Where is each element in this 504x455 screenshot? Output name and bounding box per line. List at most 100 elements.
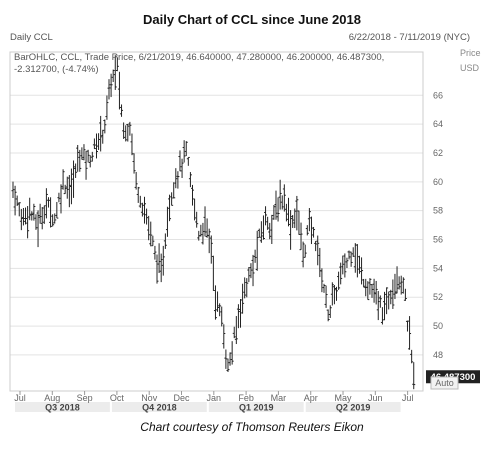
ohlc-bar [293, 208, 297, 229]
ohlc-bar [99, 115, 103, 152]
ohlc-bar [163, 233, 167, 249]
date-range: 6/22/2018 - 7/11/2019 (NYC) [349, 32, 470, 43]
ohlc-bar [309, 216, 313, 245]
ohlc-bar [343, 253, 347, 278]
ohlc-bar [159, 253, 163, 283]
ohlc-bar [92, 138, 96, 150]
ohlc-bar [149, 221, 153, 247]
auto-button[interactable] [430, 376, 459, 390]
ohlc-bar [109, 73, 113, 98]
ohlc-bar [80, 147, 84, 160]
ohlc-bar [145, 208, 149, 225]
ohlc-bar [28, 197, 32, 221]
ohlc-bar [345, 257, 349, 269]
ohlc-bar [397, 276, 401, 290]
ohlc-bar [128, 121, 132, 136]
ohlc-bar [61, 169, 65, 190]
ohlc-bar [174, 168, 178, 189]
ohlc-bar [291, 215, 295, 228]
ohlc-bar [395, 266, 399, 294]
ohlc-bar [57, 192, 61, 203]
ohlc-bar [76, 144, 80, 172]
ohlc-bar [44, 188, 48, 219]
ohlc-bar [124, 125, 128, 142]
ohlc-bar [115, 57, 119, 72]
ohlc-bar [172, 182, 176, 199]
ohlc-bar [21, 207, 25, 226]
ohlc-bar [184, 141, 188, 157]
ohlc-bar [53, 213, 57, 224]
ohlc-bar [201, 222, 205, 245]
ohlc-bar [328, 305, 332, 318]
ohlc-bar [282, 184, 286, 212]
x-tick-label: Apr [304, 393, 318, 403]
price-bars [11, 55, 416, 390]
ohlc-bar [234, 316, 238, 345]
x-tick-label: Dec [174, 393, 191, 403]
plot-frame [9, 51, 424, 392]
ohlc-bar [278, 179, 282, 210]
ohlc-bar [305, 225, 309, 236]
ohlc-bar [86, 149, 90, 163]
ohlc-bar [276, 197, 280, 222]
ohlc-bar [220, 306, 224, 327]
ohlc-bar [84, 150, 88, 180]
ohlc-bar [182, 140, 186, 163]
y-tick-label: 54 [433, 263, 443, 273]
ohlc-bar [362, 278, 366, 288]
ohlc-bar [207, 228, 211, 254]
ohlc-bar [391, 279, 395, 309]
y-axis: 48 50 52 54 56 58 60 62 64 66 [433, 90, 443, 360]
ohlc-bar [42, 205, 46, 224]
ohlc-bar [280, 195, 284, 210]
ohlc-bar [403, 288, 407, 301]
ohlc-bar [107, 79, 111, 100]
ohlc-bar [170, 192, 174, 206]
ohlc-bar [155, 254, 159, 284]
ohlc-bar [239, 299, 243, 328]
x-tick-label: Mar [271, 393, 287, 403]
x-axis: Jul Aug Sep Oct Nov Dec Jan Feb Mar Apr May Jun Jul [14, 391, 413, 403]
ohlc-bar [387, 291, 391, 310]
ohlc-bar [266, 216, 270, 230]
grid-lines [10, 94, 423, 356]
ohlc-bar [176, 171, 180, 189]
ohlc-bar [132, 153, 136, 174]
ohlc-bar [255, 230, 259, 271]
ohlc-bar [372, 278, 376, 303]
quarter-label: Q3 2018 [45, 403, 80, 413]
ohlc-bar [211, 255, 215, 292]
ohlc-bar [105, 95, 109, 120]
x-tick-label: Sep [77, 393, 93, 403]
ohlc-bar [230, 341, 234, 365]
ohlc-bar [17, 202, 21, 217]
ohlc-bar [103, 119, 107, 134]
ohlc-bar [320, 268, 324, 293]
ohlc-bar [261, 215, 265, 240]
ohlc-bar [72, 160, 76, 198]
ohlc-bar [274, 190, 278, 220]
ohlc-bar [94, 133, 98, 159]
y-tick-label: 48 [433, 350, 443, 360]
ohlc-bar [224, 349, 228, 369]
ohlc-bar [120, 104, 124, 117]
y-tick-label: 62 [433, 148, 443, 158]
ohlc-bar [13, 185, 17, 216]
ohlc-bar [15, 195, 19, 206]
ohlc-bar [213, 285, 217, 320]
y-tick-label: 64 [433, 119, 443, 129]
x-tick-label: Aug [44, 393, 60, 403]
ohlc-bar [218, 303, 222, 317]
ohlc-bar [322, 283, 326, 293]
ohlc-bar [24, 207, 28, 225]
ohlc-bar [142, 196, 146, 224]
ohlc-bar [355, 244, 359, 278]
y-tick-label: 58 [433, 206, 443, 216]
ohlc-bar [376, 291, 380, 321]
ohlc-bar [368, 278, 372, 295]
change-value: -2.312700, (-4.74%) [14, 64, 99, 75]
quarter-label: Q2 2019 [336, 403, 371, 413]
ohlc-bar [38, 203, 42, 224]
quarter-band [305, 402, 401, 412]
